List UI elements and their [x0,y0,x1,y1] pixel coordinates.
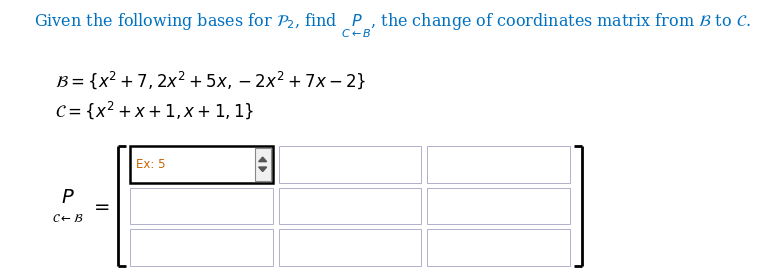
Text: Given the following bases for $\mathcal{P}_2$, find $\underset{C\leftarrow B}{P}: Given the following bases for $\mathcal{… [34,12,750,40]
FancyBboxPatch shape [130,146,273,183]
FancyBboxPatch shape [255,148,270,181]
FancyBboxPatch shape [278,229,421,266]
Text: $\mathcal{B} = \{x^2 + 7, 2x^2 + 5x, -2x^2 + 7x - 2\}$: $\mathcal{B} = \{x^2 + 7, 2x^2 + 5x, -2x… [55,69,366,91]
Text: $\mathcal{C}\leftarrow\mathcal{B}$: $\mathcal{C}\leftarrow\mathcal{B}$ [53,212,84,224]
Text: $\mathcal{C} = \{x^2 + x + 1, x + 1, 1\}$: $\mathcal{C} = \{x^2 + x + 1, x + 1, 1\}… [55,99,254,121]
FancyBboxPatch shape [278,146,421,183]
Polygon shape [259,167,267,172]
FancyBboxPatch shape [427,188,570,224]
Text: $P$: $P$ [61,189,74,207]
FancyBboxPatch shape [427,146,570,183]
FancyBboxPatch shape [130,229,273,266]
Text: Ex: 5: Ex: 5 [136,158,165,171]
FancyBboxPatch shape [427,229,570,266]
FancyBboxPatch shape [130,188,273,224]
Text: $=$: $=$ [90,197,110,215]
Polygon shape [259,157,267,162]
FancyBboxPatch shape [278,188,421,224]
